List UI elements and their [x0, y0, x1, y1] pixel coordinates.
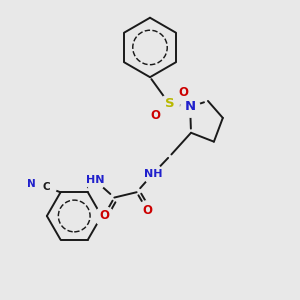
Text: S: S [164, 98, 174, 110]
Text: O: O [142, 203, 152, 217]
Text: O: O [150, 109, 160, 122]
Text: N: N [184, 100, 196, 113]
Text: NH: NH [144, 169, 162, 179]
Text: O: O [178, 85, 188, 98]
Text: O: O [99, 209, 109, 223]
Text: HN: HN [86, 175, 104, 185]
Text: C: C [43, 182, 50, 192]
Text: N: N [27, 179, 36, 189]
